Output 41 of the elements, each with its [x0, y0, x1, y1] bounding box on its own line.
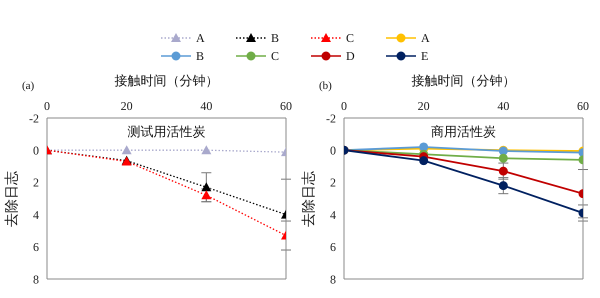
x-tick-label: 40: [200, 99, 212, 113]
x-tick-label: 20: [120, 99, 133, 113]
y-tick-label: -2: [29, 111, 39, 126]
legend-label: B: [196, 48, 204, 64]
text: (b): [319, 80, 332, 92]
x-tick-label: 0: [341, 99, 347, 113]
legend-label: B: [271, 30, 280, 46]
y-tick-label: 6: [33, 240, 39, 254]
x-axis-title: 接触时间（分钟）: [410, 73, 516, 90]
y-axis-title: 去除日志: [3, 170, 21, 229]
y-tick-label: 8: [330, 272, 336, 286]
x-tick-label: 20: [418, 99, 430, 113]
y-tick-label: -2: [326, 111, 336, 126]
legend-label: C: [271, 48, 280, 64]
y-tick-label: 6: [330, 240, 336, 254]
point: [498, 154, 508, 163]
y-tick-label: 0: [330, 143, 336, 158]
text: 商用活性炭: [430, 124, 497, 141]
x-tick-label: 60: [280, 99, 292, 113]
legend-label: A: [421, 30, 430, 46]
y-tick-label: 4: [330, 208, 336, 222]
y-axis-title: 去除日志: [300, 170, 318, 229]
y-tick-label: 8: [33, 272, 39, 286]
y-tick-label: 2: [33, 176, 39, 190]
legend-label: C: [346, 30, 354, 46]
text: 测试用活性炭: [126, 124, 206, 141]
legend-label: D: [346, 48, 355, 64]
text: (a): [22, 80, 34, 92]
point: [201, 182, 212, 192]
legend-label: A: [196, 30, 205, 46]
point: [122, 145, 132, 154]
y-tick-label: 0: [33, 143, 39, 158]
x-tick-label: 60: [577, 99, 589, 113]
y-tick-label: 4: [33, 208, 39, 222]
x-axis-title: 接触时间（分钟）: [114, 73, 220, 90]
x-tick-label: 0: [44, 99, 50, 113]
x-tick-label: 40: [497, 99, 510, 113]
legend-label: E: [421, 48, 428, 64]
point: [201, 145, 212, 154]
point: [498, 166, 508, 176]
y-tick-label: 2: [330, 176, 336, 190]
